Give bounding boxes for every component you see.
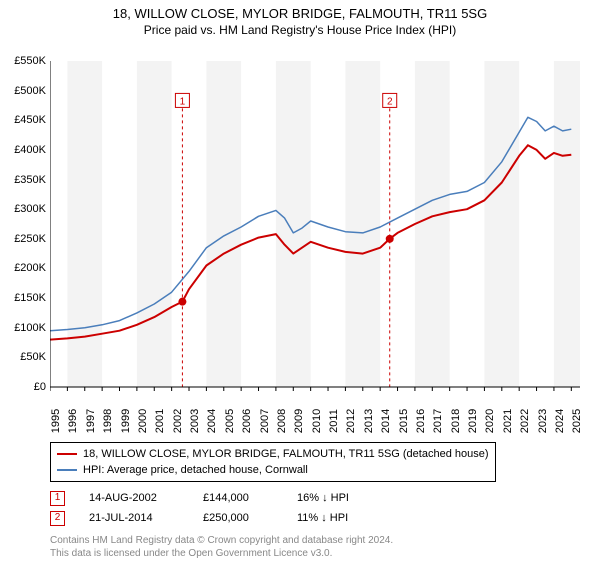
x-tick-label: 1999 xyxy=(120,409,132,433)
x-tick-label: 2003 xyxy=(189,409,201,433)
y-tick-label: £350K xyxy=(0,174,46,186)
legend-label: HPI: Average price, detached house, Corn… xyxy=(83,462,308,478)
x-tick-label: 2013 xyxy=(363,409,375,433)
x-tick-label: 1997 xyxy=(85,409,97,433)
svg-text:2: 2 xyxy=(387,96,393,107)
x-tick-label: 2004 xyxy=(206,409,218,433)
marker-box: 1 xyxy=(50,491,65,506)
x-tick-label: 2016 xyxy=(415,409,427,433)
x-tick-label: 2009 xyxy=(293,409,305,433)
sales-table: 1 14-AUG-2002 £144,000 16% ↓ HPI 2 21-JU… xyxy=(50,488,387,528)
sale-price: £250,000 xyxy=(203,508,273,528)
x-tick-label: 2024 xyxy=(554,409,566,433)
x-tick-label: 1995 xyxy=(50,409,62,433)
y-tick-label: £0 xyxy=(0,381,46,393)
x-tick-label: 2025 xyxy=(571,409,583,433)
chart-plot-area: 12 xyxy=(50,50,580,420)
sale-price: £144,000 xyxy=(203,488,273,508)
legend-box: 18, WILLOW CLOSE, MYLOR BRIDGE, FALMOUTH… xyxy=(50,442,496,482)
y-tick-label: £150K xyxy=(0,292,46,304)
svg-text:1: 1 xyxy=(180,96,186,107)
license-line: This data is licensed under the Open Gov… xyxy=(50,547,393,560)
sale-date: 21-JUL-2014 xyxy=(89,508,179,528)
license-text: Contains HM Land Registry data © Crown c… xyxy=(50,534,393,560)
x-tick-label: 2005 xyxy=(224,409,236,433)
x-tick-label: 2023 xyxy=(537,409,549,433)
chart-svg: 12 xyxy=(50,50,580,420)
license-line: Contains HM Land Registry data © Crown c… xyxy=(50,534,393,547)
x-tick-label: 2021 xyxy=(502,409,514,433)
legend-swatch xyxy=(57,469,77,471)
y-tick-label: £250K xyxy=(0,233,46,245)
legend-item: 18, WILLOW CLOSE, MYLOR BRIDGE, FALMOUTH… xyxy=(57,446,489,462)
x-tick-label: 2012 xyxy=(345,409,357,433)
sale-pct: 16% ↓ HPI xyxy=(297,488,387,508)
sale-pct: 11% ↓ HPI xyxy=(297,508,387,528)
legend-item: HPI: Average price, detached house, Corn… xyxy=(57,462,489,478)
chart-subtitle: Price paid vs. HM Land Registry's House … xyxy=(0,23,600,37)
x-tick-label: 2000 xyxy=(137,409,149,433)
x-tick-label: 2007 xyxy=(259,409,271,433)
x-tick-label: 2001 xyxy=(154,409,166,433)
marker-label: 1 xyxy=(55,493,61,503)
x-tick-label: 2008 xyxy=(276,409,288,433)
x-tick-label: 2020 xyxy=(484,409,496,433)
y-tick-label: £100K xyxy=(0,322,46,334)
y-tick-label: £500K xyxy=(0,85,46,97)
marker-box: 2 xyxy=(50,511,65,526)
y-tick-label: £300K xyxy=(0,203,46,215)
x-tick-label: 1996 xyxy=(67,409,79,433)
chart-container: 18, WILLOW CLOSE, MYLOR BRIDGE, FALMOUTH… xyxy=(0,6,600,566)
x-tick-label: 2015 xyxy=(398,409,410,433)
x-tick-label: 2010 xyxy=(311,409,323,433)
x-tick-label: 2011 xyxy=(328,409,340,433)
x-tick-label: 2019 xyxy=(467,409,479,433)
legend-label: 18, WILLOW CLOSE, MYLOR BRIDGE, FALMOUTH… xyxy=(83,446,489,462)
y-tick-label: £450K xyxy=(0,114,46,126)
y-tick-label: £200K xyxy=(0,262,46,274)
y-tick-label: £550K xyxy=(0,55,46,67)
y-tick-label: £50K xyxy=(0,351,46,363)
y-tick-label: £400K xyxy=(0,144,46,156)
sale-row: 2 21-JUL-2014 £250,000 11% ↓ HPI xyxy=(50,508,387,528)
x-tick-label: 2002 xyxy=(172,409,184,433)
x-tick-label: 2022 xyxy=(519,409,531,433)
legend-swatch xyxy=(57,453,77,455)
x-tick-label: 2018 xyxy=(450,409,462,433)
x-tick-label: 2017 xyxy=(432,409,444,433)
marker-label: 2 xyxy=(55,513,61,523)
x-tick-label: 2006 xyxy=(241,409,253,433)
sale-date: 14-AUG-2002 xyxy=(89,488,179,508)
chart-title: 18, WILLOW CLOSE, MYLOR BRIDGE, FALMOUTH… xyxy=(0,6,600,23)
sale-row: 1 14-AUG-2002 £144,000 16% ↓ HPI xyxy=(50,488,387,508)
x-tick-label: 2014 xyxy=(380,409,392,433)
x-tick-label: 1998 xyxy=(102,409,114,433)
